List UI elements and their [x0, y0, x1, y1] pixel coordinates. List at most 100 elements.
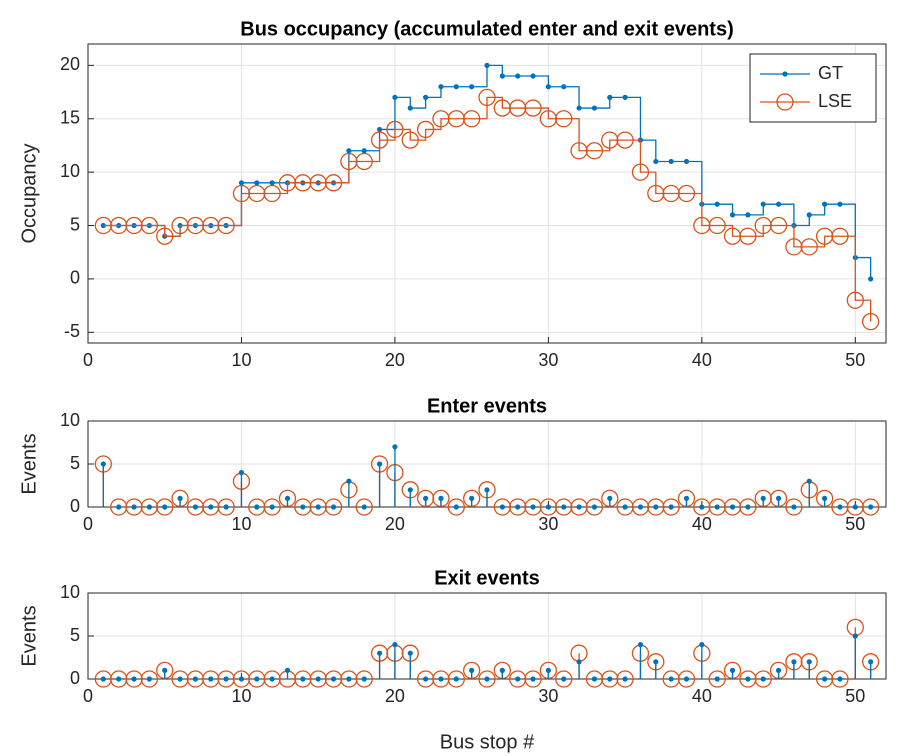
- marker-dot: [745, 504, 751, 510]
- legend-label: LSE: [818, 91, 852, 111]
- marker-dot: [484, 62, 490, 68]
- marker-circle: [570, 142, 588, 160]
- marker-circle: [862, 498, 880, 516]
- marker-dot: [438, 84, 444, 90]
- marker-circle: [294, 498, 312, 516]
- marker-dot: [392, 444, 398, 450]
- marker-dot: [177, 676, 183, 682]
- marker-dot: [653, 659, 659, 665]
- marker-dot: [683, 676, 690, 682]
- marker-dot: [683, 158, 690, 165]
- marker-circle: [815, 670, 834, 688]
- marker-dot: [177, 495, 183, 501]
- x-tick-label: 40: [692, 686, 712, 706]
- marker-circle: [601, 131, 619, 149]
- marker-circle: [555, 110, 573, 128]
- chart-title: Exit events: [434, 567, 540, 589]
- legend-marker: [782, 71, 788, 77]
- marker-dot: [469, 667, 475, 674]
- marker-circle: [140, 498, 159, 516]
- chart-title: Enter events: [427, 395, 547, 417]
- marker-circle: [202, 670, 220, 688]
- x-tick-label: 0: [83, 514, 93, 534]
- marker-circle: [370, 131, 389, 149]
- marker-dot: [683, 495, 690, 501]
- marker-circle: [585, 142, 604, 160]
- marker-dot: [760, 495, 766, 501]
- chart-title: Bus occupancy (accumulated enter and exi…: [240, 18, 734, 40]
- marker-circle: [140, 216, 159, 235]
- x-tick-label: 30: [538, 686, 558, 706]
- marker-dot: [530, 676, 536, 682]
- marker-dot: [822, 495, 828, 501]
- marker-dot: [315, 676, 321, 682]
- marker-dot: [284, 667, 291, 674]
- marker-dot: [223, 504, 229, 510]
- marker-circle: [647, 498, 665, 516]
- marker-dot: [484, 676, 490, 682]
- marker-dot: [361, 676, 367, 682]
- marker-dot: [238, 676, 245, 682]
- marker-circle: [324, 174, 343, 192]
- marker-dot: [791, 659, 797, 665]
- marker-circle: [248, 498, 266, 516]
- marker-dot: [223, 676, 229, 682]
- marker-dot: [346, 478, 352, 484]
- step-line: [103, 96, 872, 322]
- y-axis-label: Events: [18, 605, 40, 666]
- marker-circle: [232, 184, 251, 203]
- marker-circle: [125, 498, 143, 516]
- marker-dot: [423, 94, 429, 100]
- marker-circle: [585, 498, 604, 516]
- y-tick-label: 10: [60, 161, 80, 181]
- marker-circle: [278, 174, 297, 192]
- marker-dot: [438, 676, 444, 682]
- marker-circle: [662, 184, 680, 203]
- marker-circle: [601, 670, 619, 688]
- legend-marker: [776, 93, 794, 111]
- marker-dot: [837, 201, 843, 207]
- marker-dot: [423, 676, 429, 682]
- marker-dot: [361, 148, 367, 154]
- y-tick-label: -5: [64, 321, 80, 341]
- marker-dot: [561, 84, 567, 90]
- marker-circle: [739, 498, 757, 516]
- marker-dot: [530, 504, 536, 510]
- marker-dot: [760, 676, 766, 682]
- marker-circle: [677, 184, 696, 203]
- marker-circle: [785, 498, 803, 516]
- marker-dot: [714, 504, 720, 510]
- marker-dot: [484, 487, 490, 493]
- marker-dot: [100, 461, 106, 467]
- marker-dot: [361, 504, 367, 510]
- marker-dot: [545, 504, 551, 510]
- marker-dot: [346, 148, 352, 154]
- marker-circle: [309, 174, 327, 192]
- x-tick-label: 30: [538, 350, 558, 370]
- marker-circle: [125, 216, 143, 235]
- marker-dot: [622, 504, 628, 510]
- marker-dot: [729, 212, 736, 218]
- y-tick-label: 15: [60, 108, 80, 128]
- marker-dot: [131, 676, 137, 682]
- marker-dot: [561, 676, 567, 682]
- y-tick-label: 5: [70, 453, 80, 473]
- marker-circle: [110, 498, 128, 516]
- marker-dot: [192, 504, 199, 510]
- marker-circle: [340, 152, 358, 171]
- marker-circle: [386, 120, 404, 139]
- marker-dot: [837, 504, 843, 510]
- marker-circle: [723, 498, 742, 516]
- marker-circle: [171, 216, 189, 235]
- marker-circle: [248, 670, 266, 688]
- y-tick-label: 10: [60, 582, 80, 602]
- marker-dot: [254, 676, 260, 682]
- marker-dot: [806, 659, 812, 665]
- marker-dot: [699, 642, 705, 648]
- legend-box: [749, 53, 877, 123]
- marker-dot: [868, 276, 874, 282]
- marker-dot: [852, 633, 858, 639]
- marker-dot: [637, 504, 644, 510]
- marker-circle: [110, 216, 128, 235]
- marker-dot: [775, 495, 782, 501]
